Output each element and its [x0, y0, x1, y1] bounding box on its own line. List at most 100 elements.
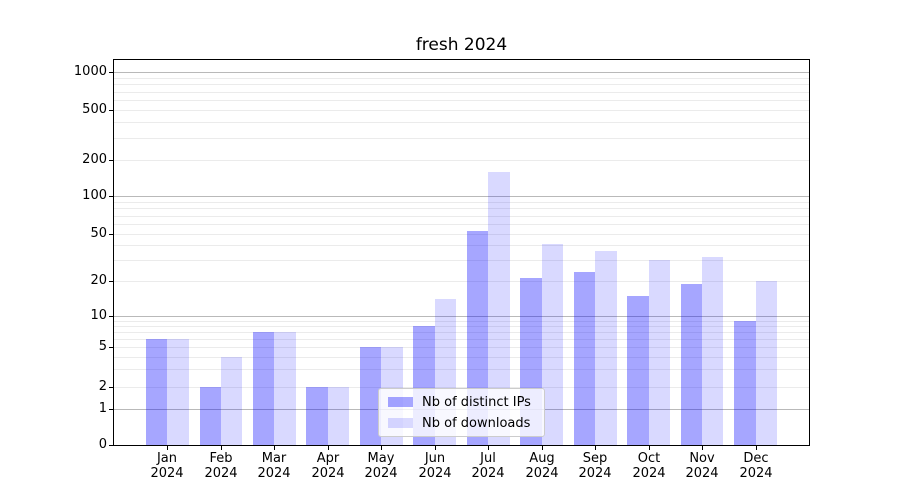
gridline-80	[114, 208, 809, 209]
y-tick-mark-5	[109, 347, 113, 348]
x-tick-label-jan: Jan 2024	[150, 451, 184, 481]
chart-title: fresh 2024	[415, 35, 508, 55]
legend-swatch-distinct-ips	[388, 397, 413, 407]
bar-downloads-oct	[648, 260, 670, 445]
gridline-100	[114, 196, 809, 197]
x-tick-mark-jun	[435, 446, 436, 450]
x-tick-mark-nov	[702, 446, 703, 450]
bar-downloads-aug	[541, 244, 564, 445]
y-tick-label-2: 2	[98, 378, 107, 394]
y-tick-label-50: 50	[90, 226, 107, 241]
y-tick-label-10: 10	[90, 308, 107, 323]
x-tick-mark-feb	[221, 446, 222, 450]
y-tick-label-200: 200	[82, 152, 107, 167]
gridline-4	[114, 357, 809, 358]
bar-downloads-mar	[274, 331, 296, 445]
gridline-9	[114, 321, 809, 322]
x-tick-mark-sep	[595, 446, 596, 450]
bar-downloads-jul	[488, 171, 510, 445]
y-tick-label-5: 5	[98, 339, 107, 354]
x-tick-mark-apr	[328, 446, 329, 450]
y-tick-mark-10	[109, 316, 113, 317]
gridline-900	[114, 78, 809, 79]
y-tick-label-0: 0	[98, 437, 107, 452]
bar-downloads-apr	[327, 386, 350, 445]
legend-swatch-downloads	[388, 418, 413, 428]
gridline-700	[114, 92, 809, 93]
gridline-70	[114, 216, 809, 217]
gridline-20	[114, 281, 809, 282]
y-tick-mark-200	[109, 160, 113, 161]
x-tick-mark-may	[381, 446, 382, 450]
x-tick-mark-dec	[756, 446, 757, 450]
gridline-6	[114, 339, 809, 340]
x-tick-label-feb: Feb 2024	[204, 451, 238, 481]
y-tick-label-1000: 1000	[73, 64, 107, 79]
bar-distinct-ips-sep	[573, 271, 596, 445]
y-tick-mark-500	[109, 110, 113, 111]
x-tick-label-apr: Apr 2024	[311, 451, 345, 481]
y-tick-mark-50	[109, 234, 113, 235]
gridline-10	[114, 316, 809, 317]
y-tick-mark-1000	[109, 72, 113, 73]
bar-distinct-ips-mar	[252, 331, 275, 445]
bar-downloads-jan	[167, 338, 189, 445]
bar-distinct-ips-feb	[199, 386, 221, 445]
y-tick-mark-20	[109, 281, 113, 282]
y-tick-label-100: 100	[82, 188, 107, 203]
x-tick-mark-jan	[167, 446, 168, 450]
gridline-800	[114, 84, 809, 85]
x-tick-label-may: May 2024	[364, 451, 398, 481]
bar-distinct-ips-dec	[734, 320, 756, 445]
gridline-300	[114, 138, 809, 139]
x-tick-label-jul: Jul 2024	[471, 451, 505, 481]
x-tick-label-aug: Aug 2024	[525, 451, 559, 481]
y-tick-label-20: 20	[90, 273, 107, 288]
gridline-90	[114, 202, 809, 203]
gridline-30	[114, 260, 809, 261]
gridline-600	[114, 100, 809, 101]
gridline-50	[114, 234, 809, 235]
bar-distinct-ips-may	[359, 347, 382, 445]
y-tick-label-500: 500	[82, 102, 107, 117]
gridline-200	[114, 160, 809, 161]
bar-downloads-feb	[220, 356, 243, 445]
gridline-400	[114, 122, 809, 123]
x-tick-label-sep: Sep 2024	[578, 451, 612, 481]
bar-distinct-ips-jan	[146, 338, 168, 445]
bar-downloads-sep	[595, 250, 617, 445]
y-tick-mark-100	[109, 196, 113, 197]
x-tick-mark-mar	[274, 446, 275, 450]
bar-distinct-ips-oct	[627, 295, 649, 445]
y-tick-mark-0	[109, 445, 113, 446]
bar-distinct-ips-apr	[306, 386, 328, 445]
legend-row-downloads: Nb of downloads	[388, 414, 535, 432]
x-tick-mark-jul	[488, 446, 489, 450]
gridline-1000	[114, 72, 809, 73]
x-tick-mark-aug	[542, 446, 543, 450]
legend-label-downloads: Nb of downloads	[422, 415, 531, 431]
x-tick-mark-oct	[649, 446, 650, 450]
legend-row-distinct-ips: Nb of distinct IPs	[388, 393, 535, 411]
bar-downloads-nov	[702, 256, 724, 445]
gridline-7	[114, 332, 809, 333]
x-tick-label-dec: Dec 2024	[739, 451, 773, 481]
legend: Nb of distinct IPs Nb of downloads	[378, 388, 545, 437]
y-tick-mark-2	[109, 386, 113, 388]
gridline-5	[114, 347, 809, 348]
bar-distinct-ips-nov	[680, 283, 703, 445]
x-tick-label-mar: Mar 2024	[257, 451, 291, 481]
gridline-60	[114, 224, 809, 225]
gridline-8	[114, 326, 809, 327]
y-tick-mark-1	[109, 408, 113, 410]
gridline-2	[114, 387, 809, 388]
bar-downloads-dec	[755, 281, 777, 445]
x-tick-label-nov: Nov 2024	[685, 451, 719, 481]
y-tick-label-1: 1	[98, 400, 107, 416]
x-tick-label-oct: Oct 2024	[632, 451, 666, 481]
gridline-500	[114, 110, 809, 111]
legend-label-distinct-ips: Nb of distinct IPs	[422, 394, 531, 410]
gridline-40	[114, 245, 809, 246]
gridline-3	[114, 369, 809, 370]
